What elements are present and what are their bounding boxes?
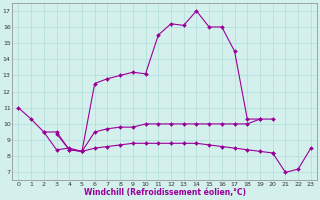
- X-axis label: Windchill (Refroidissement éolien,°C): Windchill (Refroidissement éolien,°C): [84, 188, 246, 197]
